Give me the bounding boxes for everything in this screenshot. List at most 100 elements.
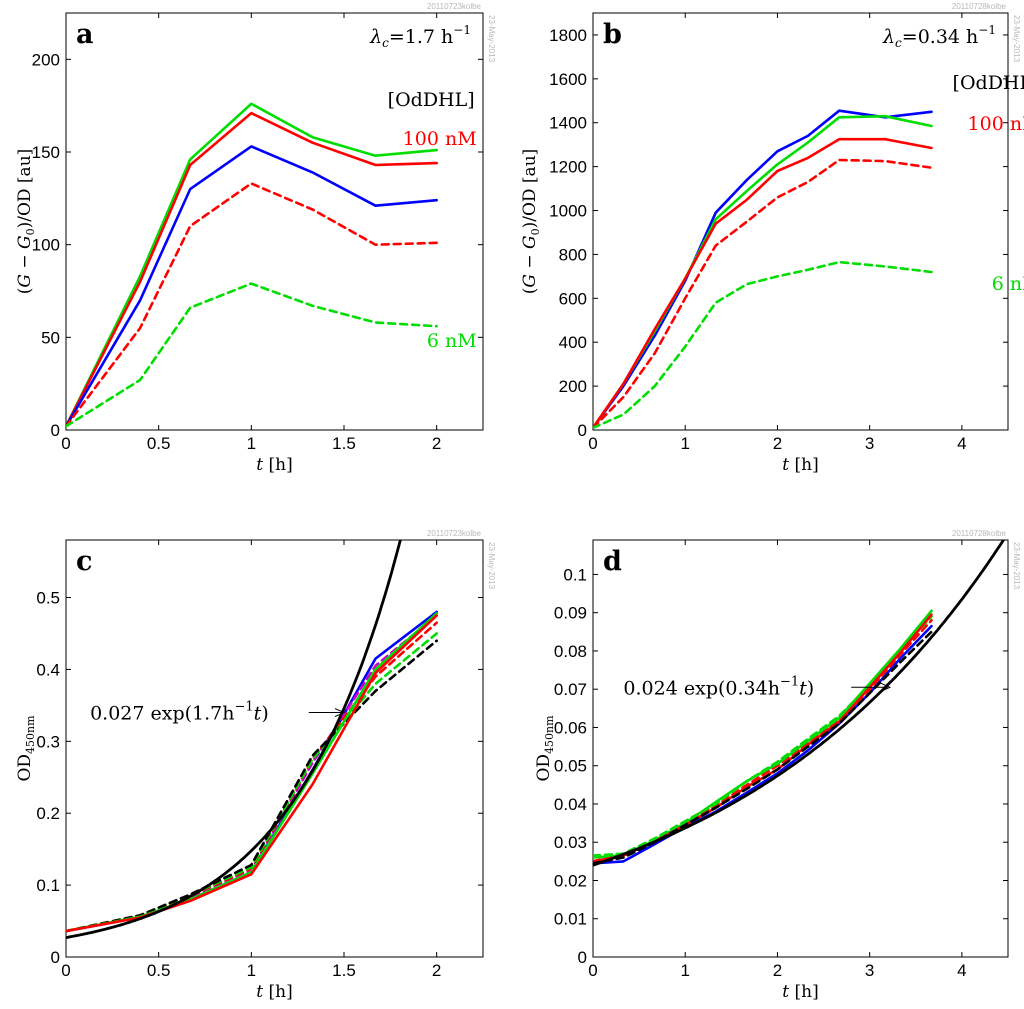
side-stamp: 23-May-2013 — [1012, 15, 1021, 63]
panel-title: λc=0.34 h−1 — [882, 23, 996, 50]
series-line-blue-solid — [593, 624, 933, 865]
series-line-black-dashed — [66, 639, 439, 933]
y-tick-label: 1600 — [549, 70, 587, 89]
fit-label: 0.027 exp(1.7h−1t) — [90, 700, 269, 725]
y-tick-label: 50 — [41, 328, 60, 347]
series-line-blue-solid — [66, 145, 439, 428]
y-tick-label: 800 — [559, 245, 587, 264]
y-tick-label: 0.05 — [554, 757, 587, 776]
y-tick-label: 0.2 — [36, 804, 60, 823]
y-tick-label: 1000 — [549, 202, 587, 221]
y-tick-label: 1400 — [549, 114, 587, 133]
x-tick-label: 0 — [588, 434, 597, 453]
date-stamp: 20110723kolbe — [427, 529, 482, 538]
y-tick-label: 0.07 — [554, 680, 587, 699]
fit-curve — [593, 540, 1006, 867]
x-axis-label: t [h] — [256, 982, 292, 1002]
x-tick-label: 1.5 — [332, 961, 356, 980]
side-stamp: 23-May-2013 — [487, 15, 496, 63]
y-tick-label: 0 — [51, 421, 60, 440]
series-line-green-solid — [593, 609, 933, 859]
y-tick-label: 0.1 — [563, 565, 587, 584]
x-tick-label: 2 — [773, 434, 782, 453]
series-line-green-solid — [66, 102, 439, 428]
y-tick-label: 0.3 — [36, 732, 60, 751]
y-tick-label: 200 — [32, 50, 60, 69]
date-stamp: 20110723kolbe — [427, 2, 482, 11]
x-tick-label: 2 — [773, 961, 782, 980]
axes-box — [65, 539, 484, 958]
side-stamp: 23-May-2013 — [487, 542, 496, 590]
legend-annotation: 100 nM — [403, 128, 477, 150]
x-tick-label: 4 — [957, 961, 966, 980]
panel-label: c — [76, 546, 92, 577]
series-line-blue-solid — [593, 109, 933, 430]
panel-label: a — [76, 19, 94, 50]
y-tick-label: 1800 — [549, 26, 587, 45]
y-tick-label: 0.04 — [554, 795, 587, 814]
panel-label: d — [603, 546, 622, 577]
series-group — [66, 102, 439, 428]
series-line-red-dashed — [66, 182, 439, 428]
legend-annotation: 100 nM — [968, 113, 1024, 135]
series-line-green-solid — [593, 114, 933, 430]
fit-arrow-head — [880, 682, 892, 692]
y-tick-label: 200 — [559, 377, 587, 396]
y-tick-label: 0.01 — [554, 910, 587, 929]
series-line-green-dashed — [66, 282, 439, 428]
axes-box — [65, 12, 484, 431]
y-tick-label: 1200 — [549, 158, 587, 177]
y-axis-label: (G − G0)/OD [au] — [15, 149, 37, 295]
series-line-green-dashed — [593, 615, 933, 857]
legend-annotation: 6 nM — [427, 330, 477, 352]
series-line-red-solid — [66, 111, 439, 428]
y-tick-label: 0 — [578, 948, 587, 967]
y-tick-label: 100 — [32, 236, 60, 255]
x-tick-label: 1 — [680, 961, 689, 980]
y-tick-label: 0.5 — [36, 589, 60, 608]
y-tick-label: 600 — [559, 289, 587, 308]
fit-curve — [66, 540, 402, 939]
panel-b: 0 1 2 3 4 0 200 400 600 800 1000 1200 1400 1600 1800 t … — [520, 2, 1024, 475]
fit-arrow-head — [334, 708, 346, 718]
y-axis-label: OD450nm — [534, 715, 556, 782]
legend-annotation: 6 nM — [992, 273, 1024, 295]
x-tick-label: 0 — [588, 961, 597, 980]
date-stamp: 20110728kolbe — [952, 2, 1007, 11]
series-group — [593, 109, 933, 430]
y-tick-label: 0 — [51, 948, 60, 967]
series-line-red-solid — [593, 613, 933, 863]
panel-c: 0 0.5 1 1.5 2 0 0.1 0.2 0.3 0.4 0.5 t [h] OD450nm c 0.… — [15, 529, 496, 1002]
x-tick-label: 3 — [865, 434, 874, 453]
y-tick-label: 0.1 — [36, 876, 60, 895]
series-line-green-dashed — [593, 260, 933, 430]
series-group — [66, 540, 439, 939]
x-tick-label: 0 — [61, 434, 70, 453]
panel-a: 0 0.5 1 1.5 2 0 50 100 150 200 t [h] (G − G0)/OD [a… — [15, 2, 496, 475]
y-tick-label: 150 — [32, 143, 60, 162]
y-tick-label: 0.03 — [554, 833, 587, 852]
axes-box — [592, 12, 1009, 431]
series-line-red-dashed — [593, 618, 933, 863]
x-tick-label: 1.5 — [332, 434, 356, 453]
y-tick-label: 0.06 — [554, 718, 587, 737]
y-axis-label: (G − G0)/OD [au] — [520, 149, 542, 295]
axes-box — [592, 539, 1009, 958]
y-tick-label: 0.09 — [554, 604, 587, 623]
panel-title: λc=1.7 h−1 — [369, 23, 471, 50]
x-tick-label: 0.5 — [147, 961, 171, 980]
fit-label: 0.024 exp(0.34h−1t) — [623, 674, 814, 699]
y-tick-label: 0.08 — [554, 642, 587, 661]
x-axis-label: t [h] — [256, 455, 292, 475]
legend-annotation: [OdDHL] — [953, 72, 1024, 94]
series-line-red-solid — [593, 137, 933, 430]
y-tick-label: 0.02 — [554, 871, 587, 890]
x-tick-label: 2 — [432, 961, 441, 980]
x-tick-label: 1 — [247, 961, 256, 980]
x-tick-label: 3 — [865, 961, 874, 980]
legend-annotation: [OdDHL] — [388, 89, 475, 111]
x-axis-label: t [h] — [782, 982, 818, 1002]
x-axis-label: t [h] — [782, 455, 818, 475]
date-stamp: 20110728kolbe — [952, 529, 1007, 538]
